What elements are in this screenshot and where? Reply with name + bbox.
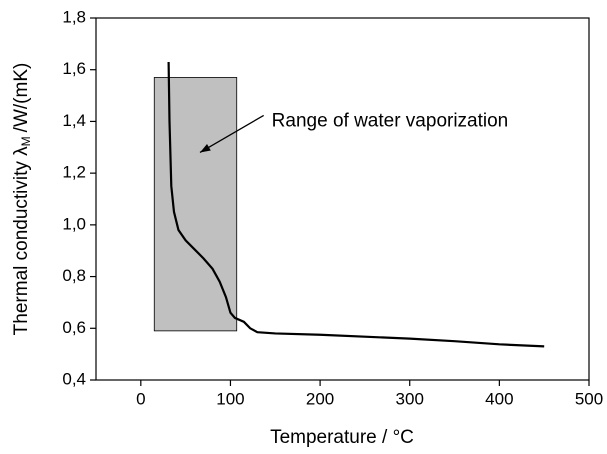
plot-frame	[95, 17, 590, 381]
annotation-arrow	[199, 114, 265, 154]
y-axis-label: Thermal conductivity λM/W/(mK)	[11, 63, 33, 336]
y-tick-label: 0,4	[62, 369, 86, 388]
x-tick-label: 0	[136, 389, 145, 408]
x-tick-label: 400	[485, 389, 513, 408]
y-tick-label: 1,2	[62, 163, 86, 182]
x-tick-label: 200	[306, 389, 334, 408]
y-tick-label: 0,6	[62, 318, 86, 337]
x-tick-label: 300	[396, 389, 424, 408]
y-tick-label: 1,8	[62, 7, 86, 26]
y-tick-label: 1,6	[62, 59, 86, 78]
y-axis-label-sub: M	[19, 136, 33, 146]
x-tick-label: 100	[216, 389, 244, 408]
y-tick-label: 0,8	[62, 266, 86, 285]
y-tick-label: 1,4	[62, 111, 86, 130]
x-tick-label: 500	[575, 389, 603, 408]
y-tick-label: 1,0	[62, 214, 86, 233]
data-line	[167, 61, 545, 348]
y-axis-label-unit: /W/(mK)	[11, 63, 32, 133]
x-axis-label: Temperature / °C	[270, 427, 414, 448]
y-axis-label-main: Thermal conductivity λ	[11, 146, 32, 336]
annotation-arrowhead	[199, 144, 211, 153]
annotation-text: Range of water vaporization	[272, 110, 509, 131]
